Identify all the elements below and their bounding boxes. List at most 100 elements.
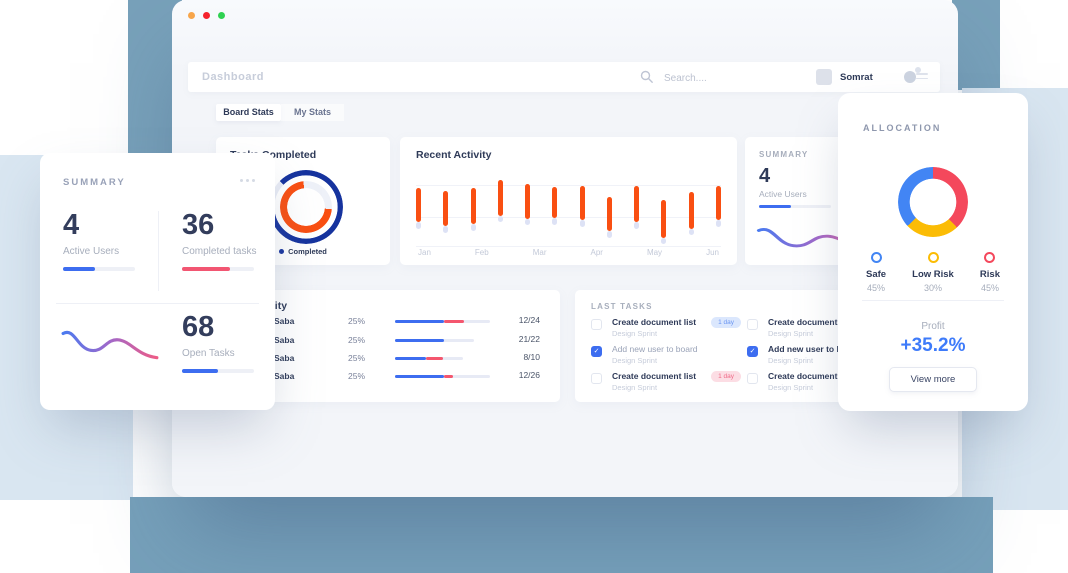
- progress-track: [759, 205, 831, 208]
- view-more-button[interactable]: View more: [889, 367, 977, 392]
- menu-icon[interactable]: [916, 73, 928, 82]
- task-title: Create document list: [612, 317, 697, 327]
- divider: [862, 300, 1004, 301]
- progress-red: [425, 357, 444, 360]
- card-title: ALLOCATION: [863, 123, 942, 133]
- allocation-donut-chart: [898, 167, 968, 237]
- legend-ring-icon: [870, 252, 882, 263]
- legend-ring-icon: [927, 252, 939, 263]
- legend-item-low-risk: Low Risk 30%: [905, 252, 961, 293]
- stat-label: Active Users: [63, 246, 120, 257]
- task-title: Create document list: [768, 317, 853, 327]
- row-progress-track: [395, 339, 474, 342]
- activity-bar: [579, 170, 585, 246]
- notification-icon[interactable]: [904, 71, 916, 83]
- bar-series: [416, 170, 721, 246]
- activity-bar: [416, 170, 421, 246]
- axis-tick: Jan: [418, 248, 431, 257]
- notification-dot-icon: [915, 67, 921, 73]
- task-item: Create document list Design Sprint 1 day: [591, 317, 741, 341]
- axis-tick: Jun: [706, 248, 719, 257]
- task-title: Create document list: [768, 371, 853, 381]
- task-checkbox[interactable]: [747, 346, 758, 357]
- progress-track: [63, 267, 135, 271]
- row-progress-track: [395, 357, 463, 360]
- task-item: Add new user to board Design Sprint: [747, 344, 875, 368]
- progress-track: [182, 369, 254, 373]
- stat-label: Completed tasks: [182, 246, 257, 257]
- trend-wave-chart: [61, 330, 159, 360]
- row-percent: 25%: [348, 353, 366, 363]
- task-subtitle: Design Sprint: [768, 356, 814, 365]
- bar-segment: [715, 185, 721, 221]
- legend-label: Risk: [979, 269, 1000, 280]
- bar-tail: [525, 218, 531, 226]
- progress-red: [444, 375, 453, 378]
- window-minimize-dot[interactable]: [188, 12, 195, 19]
- activity-bar: [606, 170, 612, 246]
- search-input[interactable]: [662, 68, 781, 88]
- card-title: SUMMARY: [759, 150, 809, 159]
- tab-board-stats[interactable]: Board Stats: [216, 104, 281, 121]
- row-percent: 25%: [348, 316, 366, 326]
- bar-segment: [634, 185, 640, 223]
- legend-percent: 30%: [923, 283, 942, 293]
- activity-bar: [525, 170, 531, 246]
- axis-tick: May: [646, 248, 663, 257]
- summary-card: SUMMARY 4 Active Users 36 Completed task…: [40, 153, 275, 410]
- stat-active-users: 4 Active Users: [63, 209, 168, 271]
- bar-chart-plot: [416, 170, 721, 247]
- gridline: [416, 246, 721, 247]
- task-checkbox[interactable]: [591, 373, 602, 384]
- bar-tail: [661, 237, 667, 245]
- task-checkbox[interactable]: [591, 346, 602, 357]
- user-name: Somrat: [840, 72, 873, 83]
- task-subtitle: Design Sprint: [612, 356, 658, 365]
- activity-bar: [443, 170, 449, 246]
- more-options-icon[interactable]: [240, 179, 255, 182]
- task-checkbox[interactable]: [747, 319, 758, 330]
- task-badge: 1 day: [711, 317, 741, 328]
- row-name: Saba: [274, 335, 295, 345]
- stat-value: 36: [182, 209, 215, 241]
- row-date: 12/26: [518, 370, 540, 380]
- background-bottom-bar: [130, 497, 993, 573]
- activity-bar: [470, 170, 476, 246]
- activity-bar: [552, 170, 558, 246]
- search-icon[interactable]: [640, 70, 654, 84]
- tasks-completed-donut: [280, 181, 332, 233]
- avatar[interactable]: [816, 69, 832, 85]
- bar-tail: [634, 222, 640, 230]
- window-close-dot[interactable]: [203, 12, 210, 19]
- donut-legend: Completed: [216, 247, 390, 256]
- allocation-card: ALLOCATION Safe 45% Low Risk 30% Risk 45…: [838, 93, 1028, 411]
- task-checkbox[interactable]: [591, 319, 602, 330]
- legend-percent: 45%: [867, 283, 886, 293]
- tab-my-stats[interactable]: My Stats: [281, 104, 344, 121]
- profit-label: Profit: [921, 321, 945, 332]
- donut-legend: Safe 45% Low Risk 30% Risk 45%: [848, 252, 1018, 293]
- background-slab-right: [952, 0, 1000, 90]
- task-item: Create document list Design Sprint: [747, 317, 875, 341]
- table-row: Saba 25% 12/26: [216, 367, 560, 385]
- stat-value: 68: [182, 311, 215, 343]
- bar-tail: [416, 221, 421, 229]
- legend-dot-icon: [279, 249, 285, 254]
- stat-open-tasks: 68 Open Tasks: [182, 311, 287, 373]
- bar-tail: [470, 223, 476, 231]
- bar-segment: [661, 200, 667, 238]
- bar-segment: [416, 188, 421, 222]
- row-progress-track: [395, 320, 490, 323]
- row-progress-track: [395, 375, 490, 378]
- bar-segment: [470, 188, 476, 224]
- row-percent: 25%: [348, 371, 366, 381]
- legend-ring-icon: [984, 252, 996, 263]
- task-subtitle: Design Sprint: [612, 329, 658, 338]
- card-title: SUMMARY: [63, 177, 126, 188]
- stat-label: Active Users: [759, 189, 807, 199]
- task-checkbox[interactable]: [747, 373, 758, 384]
- legend-label: Completed: [288, 247, 327, 256]
- window-zoom-dot[interactable]: [218, 12, 225, 19]
- bar-tail: [552, 217, 558, 225]
